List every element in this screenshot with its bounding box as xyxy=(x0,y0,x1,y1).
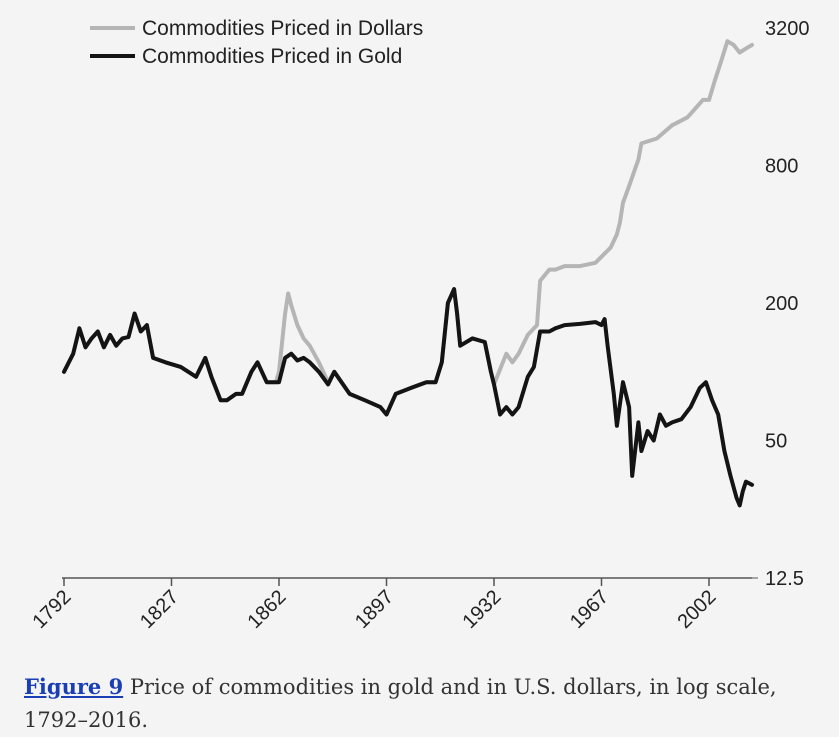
x-tick-label: 1967 xyxy=(566,586,613,633)
x-tick-label: 1792 xyxy=(29,586,76,633)
chart: Commodities Priced in Dollars Commoditie… xyxy=(29,17,810,633)
y-tick-label: 50 xyxy=(765,431,787,453)
y-tick-label: 12.5 xyxy=(765,568,804,590)
figure-caption: Figure 9 Price of commodities in gold an… xyxy=(24,670,824,737)
series-line-dollars xyxy=(62,39,754,417)
x-axis: 1792 1827 1862 1897 1932 1967 2002 xyxy=(29,577,752,633)
x-tick-label: 1862 xyxy=(244,586,291,633)
x-tick-label: 1827 xyxy=(136,586,183,633)
y-tick-label: 800 xyxy=(765,156,798,178)
caption-text: Price of commodities in gold and in U.S.… xyxy=(24,675,777,732)
series-line-gold xyxy=(62,287,754,508)
y-axis: 12.5 50 200 800 3200 xyxy=(752,18,810,590)
legend-label-gold: Commodities Priced in Gold xyxy=(142,45,402,68)
y-tick-label: 3200 xyxy=(765,18,810,40)
x-tick-label: 2002 xyxy=(674,586,721,633)
x-tick-label: 1897 xyxy=(351,586,398,633)
x-tick-label: 1932 xyxy=(459,586,506,633)
legend-label-dollars: Commodities Priced in Dollars xyxy=(142,17,423,40)
figure-link[interactable]: Figure 9 xyxy=(24,674,124,699)
y-tick-label: 200 xyxy=(765,293,798,315)
legend: Commodities Priced in Dollars Commoditie… xyxy=(90,17,423,68)
